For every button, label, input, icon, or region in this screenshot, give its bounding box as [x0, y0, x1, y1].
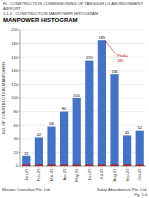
x-tick: [101, 166, 102, 168]
data-label: 80: [62, 106, 67, 111]
annotation-line: 185: [117, 58, 124, 63]
y-tick-label: 100: [11, 95, 18, 100]
x-tick: [76, 166, 77, 168]
x-tick-label: Sep-23: [125, 168, 130, 182]
data-label: 58: [49, 121, 54, 126]
x-tick-label: Mar-23: [49, 168, 54, 181]
bar: [47, 127, 55, 166]
x-tick-label: Jul-23: [99, 168, 104, 180]
bar: [123, 135, 131, 166]
bar: [98, 40, 106, 166]
data-label: 42: [37, 132, 42, 137]
x-tick: [114, 166, 115, 168]
grid-line: [20, 84, 146, 85]
grid-line: [20, 166, 146, 167]
bars: [22, 40, 144, 166]
y-tick-label: 60: [14, 123, 19, 128]
footer-right: Sakar Abondonture Pte. Ltd.Pg. 1.4: [97, 187, 148, 197]
data-label: 155: [86, 55, 93, 60]
grid-line: [20, 111, 146, 112]
data-label: 185: [99, 35, 106, 40]
y-axis-label: NO. OF CONSTRUCTION MANPOWER: [1, 62, 6, 134]
x-tick: [64, 166, 65, 168]
footer-right-line: Pg. 1.4: [134, 192, 147, 197]
x-tick: [26, 166, 27, 168]
chart: FL. CONSTRUCTION COMMISSIONING OF TANGGU…: [0, 0, 149, 198]
annotation-arrow: [105, 41, 115, 54]
data-label: 52: [137, 125, 142, 130]
bar: [136, 131, 144, 166]
grid-line: [20, 43, 146, 44]
y-tick-label: 120: [11, 82, 18, 87]
y-tick-label: 0: [16, 163, 19, 168]
x-tick-label: Apr-23: [62, 168, 67, 181]
y-axis-line: [20, 30, 21, 166]
bar: [110, 74, 118, 166]
grid-line: [20, 30, 146, 31]
data-label: 15: [24, 151, 29, 156]
x-tick: [89, 166, 90, 168]
y-tick-label: 160: [11, 55, 18, 60]
x-axis-line: [20, 166, 146, 167]
data-label: 45: [125, 130, 130, 135]
x-tick: [139, 166, 140, 168]
grid-line: [20, 125, 146, 126]
x-tick-label: Jan-23: [24, 168, 29, 181]
y-tick-label: 180: [11, 41, 18, 46]
data-label: 135: [111, 69, 118, 74]
bar: [73, 98, 81, 166]
footer-left: Mission Consultan Pte. Ltd.: [2, 187, 51, 192]
grid-line: [20, 98, 146, 99]
x-tick: [127, 166, 128, 168]
x-tick-label: Oct-23: [137, 168, 142, 181]
header-line-part: FL. CONSTRUCTION COMMISSIONING OF TANGGU…: [3, 1, 143, 6]
y-tick-label: 80: [14, 109, 19, 114]
header-line: FL. CONSTRUCTION COMMISSIONING OF TANGGU…: [3, 1, 143, 11]
x-tick-label: May-23: [74, 168, 79, 182]
header-line: 1.1.2 - CONSTRUCTION MANPOWER HISTOGRAM: [3, 11, 98, 16]
y-tick-label: 140: [11, 68, 18, 73]
title: MANPOWER HISTOGRAM: [3, 17, 78, 23]
x-tick-label: Jun-23: [87, 168, 92, 181]
x-tick: [38, 166, 39, 168]
grid-line: [20, 70, 146, 71]
y-tick-label: 200: [11, 27, 18, 32]
x-tick: [51, 166, 52, 168]
bar: [60, 112, 68, 166]
bar: [22, 156, 30, 166]
annotation: Peak=185: [117, 53, 129, 63]
bar: [35, 137, 43, 166]
y-tick-label: 40: [14, 136, 19, 141]
x-tick-label: Aug-23: [112, 168, 117, 182]
data-label: 100: [73, 93, 80, 98]
y-tick-label: 20: [14, 150, 19, 155]
x-tick-label: Feb-23: [36, 168, 41, 181]
bar: [85, 61, 93, 166]
